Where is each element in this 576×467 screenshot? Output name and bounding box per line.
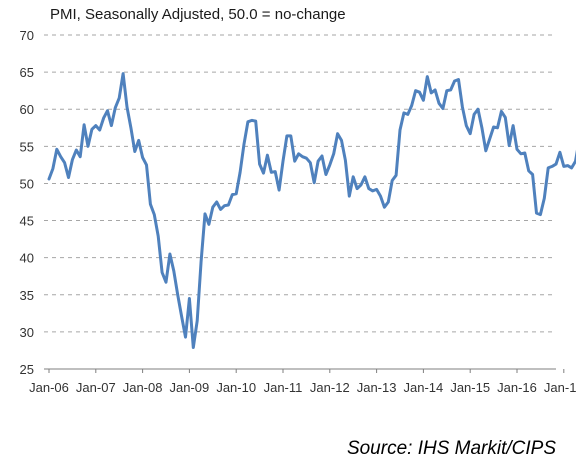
x-tick-label: Jan-08	[123, 380, 163, 395]
x-tick-label: Jan-09	[170, 380, 210, 395]
x-tick-label: Jan-17	[544, 380, 576, 395]
y-axis: 70 65 60 55 50 45 40 35 30 25	[20, 28, 34, 377]
x-tick-label: Jan-11	[264, 380, 303, 395]
x-tick-label: Jan-12	[310, 380, 350, 395]
y-tick-label: 25	[20, 362, 34, 377]
source-note: Source: IHS Markit/CIPS	[346, 438, 556, 459]
y-tick-label: 35	[20, 288, 34, 303]
x-tick-label: Jan-15	[450, 380, 490, 395]
y-tick-label: 40	[20, 251, 34, 266]
x-axis: Jan-06 Jan-07 Jan-08 Jan-09 Jan-10 Jan-11 Jan-…	[29, 368, 576, 395]
x-tick-label: Jan-07	[76, 380, 116, 395]
y-tick-label: 65	[20, 65, 34, 80]
chart-title: PMI, Seasonally Adjusted, 50.0 = no-chan…	[50, 6, 346, 23]
series-group	[47, 72, 576, 349]
x-tick-label: Jan-10	[216, 380, 256, 395]
gridlines	[44, 34, 556, 333]
x-tick-label: Jan-16	[497, 380, 537, 395]
y-tick-label: 45	[20, 214, 34, 229]
y-tick-label: 60	[20, 102, 34, 117]
x-tick-label: Jan-14	[404, 380, 444, 395]
x-tick-label: Jan-06	[29, 380, 69, 395]
series-line-pmi	[47, 72, 576, 349]
x-tick-label: Jan-13	[357, 380, 397, 395]
y-tick-label: 30	[20, 325, 34, 340]
y-tick-label: 50	[20, 176, 34, 191]
y-tick-label: 55	[20, 139, 34, 154]
y-tick-label: 70	[20, 28, 34, 43]
